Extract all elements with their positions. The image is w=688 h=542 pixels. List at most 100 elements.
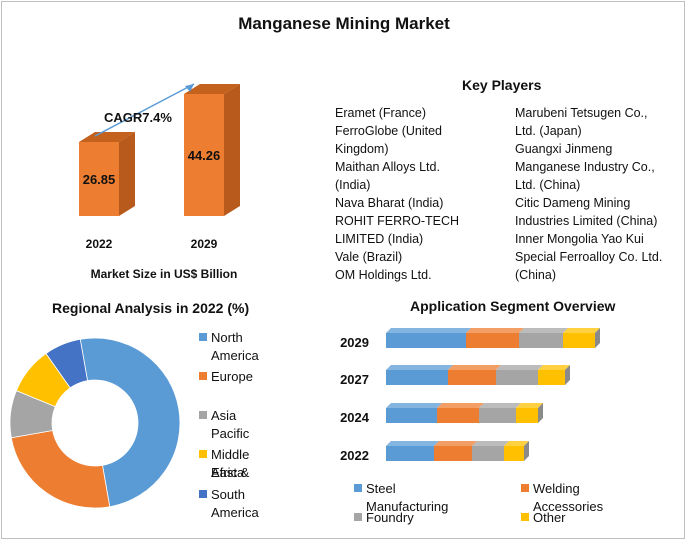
bar-top — [448, 365, 501, 370]
stacked-bar-segment — [538, 370, 565, 385]
key-player-line: Kingdom) — [335, 142, 389, 156]
x-axis-label: Market Size in US$ Billion — [91, 267, 238, 281]
stacked-bar-segment — [519, 333, 563, 348]
key-player-line: FerroGlobe (United — [335, 124, 442, 138]
bar-top — [516, 403, 543, 408]
legend-label: Steel Manufacturing — [366, 481, 449, 514]
key-player-line: Manganese Industry Co., — [515, 160, 655, 174]
legend-label: Asia Pacific — [211, 408, 250, 441]
key-players-column-1: Eramet (France) FerroGlobe (United Kingdom… — [335, 104, 459, 284]
y-tick-label: 2024 — [340, 410, 370, 425]
bar-value-label: 26.85 — [83, 172, 116, 187]
bar-side — [565, 365, 570, 385]
key-player-line: Nava Bharat (India) — [335, 196, 444, 210]
x-tick-label: 2029 — [191, 237, 218, 251]
key-player-line: Maithan Alloys Ltd. — [335, 160, 440, 174]
stacked-bar-segment — [504, 446, 524, 461]
key-player-line: Ltd. (China) — [515, 178, 581, 192]
bar-top — [434, 441, 477, 446]
bar-top — [519, 328, 568, 333]
key-player-line: Industries Limited (China) — [515, 214, 658, 228]
cagr-arrow — [94, 83, 195, 137]
legend-swatch — [199, 450, 207, 458]
legend-swatch — [199, 490, 207, 498]
stacked-bar-segment — [434, 446, 472, 461]
bar-value-label: 44.26 — [188, 148, 221, 163]
legend-label: Welding Accessories — [533, 481, 604, 514]
legend-label: Africa — [211, 465, 245, 480]
bar-side — [595, 328, 600, 348]
bar-side — [538, 403, 543, 423]
bar-top — [386, 403, 442, 408]
application-stacked-chart: 2029 2027 2024 2022 — [340, 328, 600, 463]
legend-swatch — [521, 513, 529, 521]
stacked-bar-segment — [479, 408, 516, 423]
legend-swatch — [199, 372, 207, 380]
stacked-bar-segment — [563, 333, 595, 348]
donut-slice — [79, 337, 181, 508]
key-player-line: (India) — [335, 178, 371, 192]
stacked-bar-segment — [386, 446, 434, 461]
stacked-bar-segment — [386, 333, 466, 348]
bar — [184, 94, 224, 216]
legend-swatch — [354, 513, 362, 521]
key-player-line: OM Holdings Ltd. — [335, 268, 432, 282]
regional-title: Regional Analysis in 2022 (%) — [52, 300, 250, 316]
bar-top — [496, 365, 543, 370]
key-player-line: LIMITED (India) — [335, 232, 424, 246]
bar-top — [437, 403, 484, 408]
bar-top — [79, 131, 135, 142]
donut-slice — [45, 338, 88, 389]
key-player-line: Citic Dameng Mining — [515, 196, 631, 210]
key-player-line: Marubeni Tetsugen Co., — [515, 106, 648, 120]
legend-label: Middle East & — [211, 447, 250, 480]
key-player-line: Inner Mongolia Yao Kui — [515, 232, 644, 246]
key-player-line: Special Ferroalloy Co. Ltd. — [515, 250, 663, 264]
bar-side — [224, 84, 240, 216]
y-tick-label: 2029 — [340, 335, 369, 350]
bar-top — [504, 441, 529, 446]
legend-swatch — [199, 333, 207, 341]
legend-label: Foundry — [366, 510, 414, 525]
bar-top — [386, 328, 471, 333]
bar-top — [538, 365, 570, 370]
application-title: Application Segment Overview — [410, 298, 616, 314]
key-player-line: Ltd. (Japan) — [515, 124, 582, 138]
bar-side — [119, 131, 135, 216]
bar-top — [563, 328, 600, 333]
donut-slice — [10, 430, 111, 509]
page-title: Manganese Mining Market — [238, 14, 450, 33]
bar — [79, 141, 119, 216]
y-tick-label: 2022 — [340, 448, 369, 463]
stacked-bar-segment — [496, 370, 538, 385]
stacked-bar-segment — [386, 408, 437, 423]
regional-donut-chart — [9, 337, 181, 509]
legend-label: Europe — [211, 369, 253, 384]
stacked-bar-segment — [386, 370, 448, 385]
cagr-label: CAGR7.4% — [104, 110, 172, 125]
stacked-bar-segment — [437, 408, 479, 423]
key-player-line: ROHIT FERRO-TECH — [335, 214, 460, 228]
bar-top — [386, 441, 439, 446]
x-tick-label: 2022 — [86, 237, 113, 251]
bar-top — [386, 365, 453, 370]
legend-label: North America — [211, 330, 259, 363]
bar-top — [184, 84, 240, 94]
legend-swatch — [521, 484, 529, 492]
cagr-arrowhead — [185, 84, 194, 92]
bar-side — [524, 441, 529, 461]
legend-label: South America — [211, 487, 259, 520]
legend-swatch — [354, 484, 362, 492]
market-size-chart: 26.85 2022 44.26 2029 CAGR7.4% Market Size in… — [79, 83, 240, 281]
stacked-bar-segment — [448, 370, 496, 385]
stacked-bar-segment — [472, 446, 504, 461]
y-tick-label: 2027 — [340, 372, 369, 387]
bar-top — [472, 441, 509, 446]
key-player-line: Guangxi Jinmeng — [515, 142, 613, 156]
bar-top — [479, 403, 521, 408]
key-player-line: (China) — [515, 268, 556, 282]
key-player-line: Vale (Brazil) — [335, 250, 403, 264]
stacked-bar-segment — [466, 333, 519, 348]
